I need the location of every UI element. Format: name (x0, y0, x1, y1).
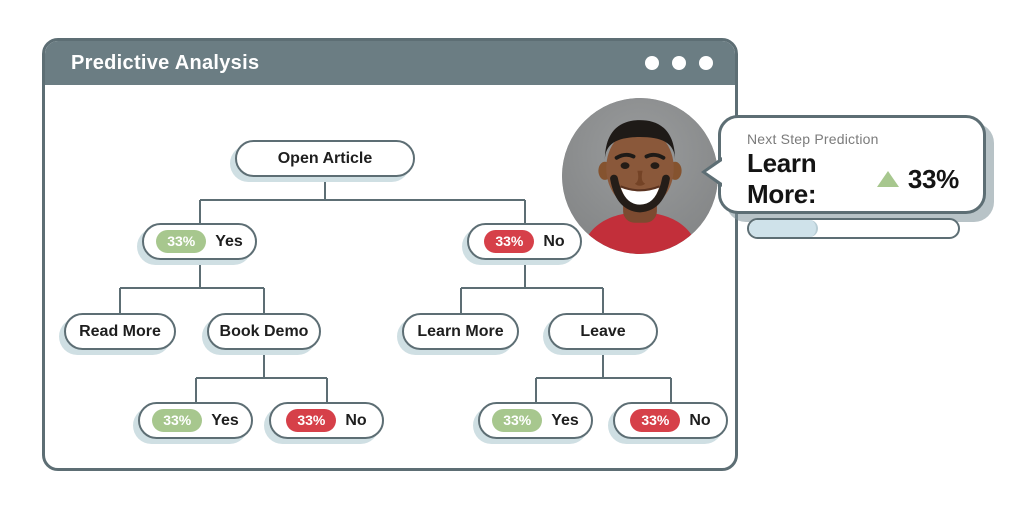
node-label: Read More (79, 322, 161, 340)
node-label: Yes (551, 411, 579, 429)
node-label: No (689, 411, 711, 429)
tree-node-no[interactable]: 33% No (613, 402, 728, 439)
tree-node-yes[interactable]: 33% Yes (478, 402, 593, 439)
node-label: Yes (211, 411, 239, 429)
tree-node-no[interactable]: 33% No (269, 402, 384, 439)
probability-badge: 33% (484, 230, 535, 253)
probability-badge: 33% (630, 409, 681, 432)
speech-tail-icon (701, 157, 722, 187)
probability-badge: 33% (286, 409, 337, 432)
tree-node-learn-more[interactable]: Learn More (402, 313, 519, 350)
window-controls (645, 56, 713, 70)
prediction-callout: Next Step Prediction Learn More: 33% (701, 115, 986, 239)
prediction-value: 33% (907, 163, 959, 194)
prediction-progress-bar (747, 218, 960, 239)
avatar-illustration-icon (562, 98, 718, 254)
progress-fill (749, 220, 818, 237)
node-label: Book Demo (219, 322, 309, 340)
callout-eyebrow: Next Step Prediction (747, 131, 879, 147)
tree-node-book-demo[interactable]: Book Demo (207, 313, 321, 350)
callout-headline: Learn More: 33% (747, 148, 959, 210)
tree-node-open-article[interactable]: Open Article (235, 140, 415, 177)
window-control-dot-icon[interactable] (645, 56, 659, 70)
tree-node-read-more[interactable]: Read More (64, 313, 176, 350)
probability-badge: 33% (156, 230, 207, 253)
node-label: Yes (215, 232, 243, 250)
window-titlebar: Predictive Analysis (45, 41, 735, 85)
tree-node-yes[interactable]: 33% Yes (142, 223, 257, 260)
window-control-dot-icon[interactable] (699, 56, 713, 70)
probability-badge: 33% (152, 409, 203, 432)
window-title: Predictive Analysis (71, 51, 260, 74)
probability-badge: 33% (492, 409, 543, 432)
window-control-dot-icon[interactable] (672, 56, 686, 70)
node-label: Leave (580, 322, 626, 340)
node-label: Open Article (277, 149, 373, 167)
node-label: No (543, 232, 565, 250)
prediction-label: Learn More: (747, 148, 817, 209)
tree-node-yes[interactable]: 33% Yes (138, 402, 253, 439)
tree-node-no[interactable]: 33% No (467, 223, 582, 260)
trend-up-icon (876, 171, 899, 187)
node-label: No (345, 411, 367, 429)
node-label: Learn More (417, 322, 504, 340)
tree-node-leave[interactable]: Leave (548, 313, 658, 350)
user-avatar (562, 98, 718, 254)
